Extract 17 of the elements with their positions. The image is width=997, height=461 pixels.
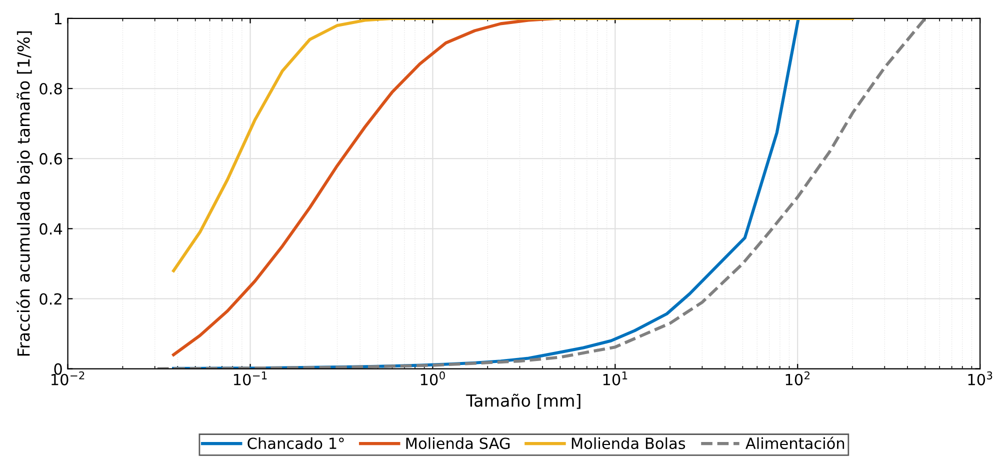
legend-label: Molienda SAG — [406, 437, 510, 450]
y-tick-label: 0.4 — [40, 223, 62, 235]
legend-label: Alimentación — [746, 436, 844, 450]
y-tick-label: 0.8 — [40, 82, 62, 95]
y-tick-label: 0 — [54, 363, 62, 375]
legend-label: Chancado 1° — [248, 437, 344, 450]
y-axis-title: Fracción acumulada bajo tamaño [1/%] — [16, 31, 34, 356]
legend-label: Molienda Bolas — [572, 437, 686, 450]
y-tick-label: 1 — [54, 13, 62, 24]
x-tick-label: 10$^{0}$ — [420, 371, 445, 386]
y-tick-label: 0.2 — [40, 293, 62, 305]
x-axis-title: Tamaño [mm] — [466, 394, 580, 409]
x-tick-label: 10$^{−1}$ — [234, 372, 267, 386]
x-tick-label: 10$^{2}$ — [786, 371, 810, 386]
x-tick-label: 10$^{1}$ — [603, 372, 628, 386]
y-tick-label: 0.6 — [40, 153, 62, 165]
x-tick-label: 10$^{3}$ — [968, 371, 992, 386]
